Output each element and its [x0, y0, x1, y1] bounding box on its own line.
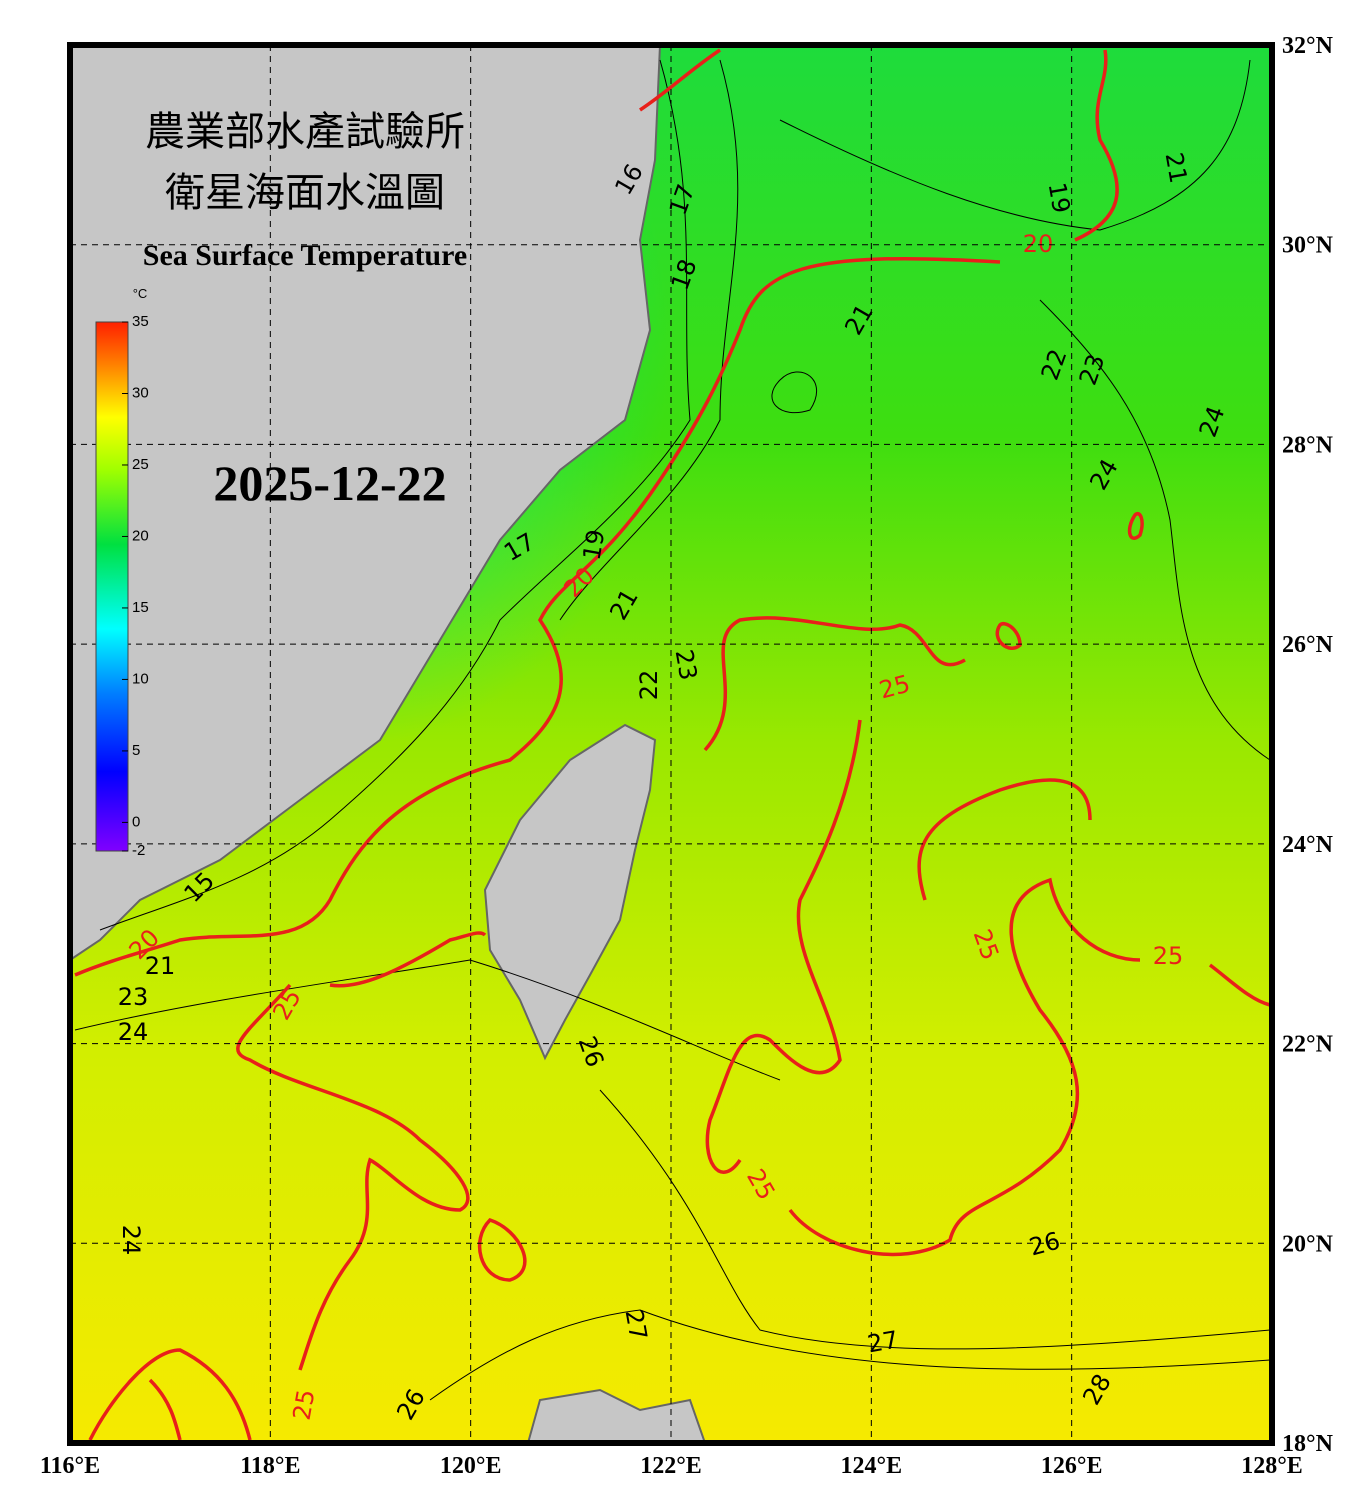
lon-label: 120°E	[440, 1453, 502, 1479]
colorbar-tick-label: 0	[132, 813, 140, 830]
colorbar-tick-label: 30	[132, 384, 149, 401]
lon-label: 118°E	[240, 1453, 300, 1479]
lat-label: 28°N	[1282, 432, 1334, 458]
contour-label: 25	[288, 1387, 321, 1422]
colorbar-unit: °C	[133, 286, 148, 301]
lat-label: 30°N	[1282, 233, 1334, 259]
title-en: Sea Surface Temperature	[143, 239, 467, 272]
lat-label: 26°N	[1282, 632, 1334, 658]
date: 2025-12-22	[213, 455, 446, 511]
contour-label: 19	[578, 527, 611, 562]
map-frame	[67, 42, 1275, 1446]
colorbar-tick-label: 20	[132, 527, 149, 544]
lat-label: 24°N	[1282, 832, 1334, 858]
land-taiwan	[483, 723, 657, 1061]
colorbar	[95, 321, 129, 852]
colorbar-tick-label: -2	[132, 842, 145, 859]
contour-label: 27	[620, 1307, 653, 1342]
colorbar-ticks: 35 30 25 20 15 10 5 0 -2	[122, 313, 149, 859]
lon-label: 128°E	[1241, 1453, 1303, 1479]
contour-label: 20	[1023, 230, 1054, 258]
lon-label: 122°E	[640, 1453, 702, 1479]
lat-label: 32°N	[1282, 33, 1334, 59]
contour-label: 27	[865, 1326, 900, 1359]
colorbar-tick-label: 25	[132, 456, 149, 473]
contour-label: 24	[118, 1018, 149, 1046]
lat-label: 20°N	[1282, 1231, 1334, 1257]
colorbar-tick-label: 5	[132, 742, 140, 759]
lat-label: 18°N	[1282, 1431, 1334, 1457]
colorbar-tick-label: 35	[132, 313, 149, 330]
contour-label: 25	[1153, 942, 1184, 970]
colorbar-tick-label: 10	[132, 670, 149, 687]
contour-label: 21	[145, 952, 176, 980]
colorbar-tick-label: 15	[132, 599, 149, 616]
contour-label: 22	[635, 670, 663, 701]
title-zh-2: 衛星海面水溫圖	[165, 170, 445, 216]
contour-label: 23	[670, 647, 703, 682]
isotherms	[74, 59, 1271, 1401]
contour-label: 23	[118, 983, 149, 1011]
land-china	[70, 45, 662, 962]
lon-label: 124°E	[841, 1453, 903, 1479]
contour-label: 19	[1043, 180, 1076, 215]
contour-label: 21	[1160, 150, 1193, 185]
contour-label: 24	[117, 1225, 145, 1256]
lat-label: 22°N	[1282, 1032, 1334, 1058]
land-luzon	[526, 1388, 707, 1443]
lon-label: 126°E	[1041, 1453, 1103, 1479]
lon-label: 116°E	[40, 1453, 100, 1479]
title-zh-1: 農業部水產試驗所	[145, 109, 465, 155]
